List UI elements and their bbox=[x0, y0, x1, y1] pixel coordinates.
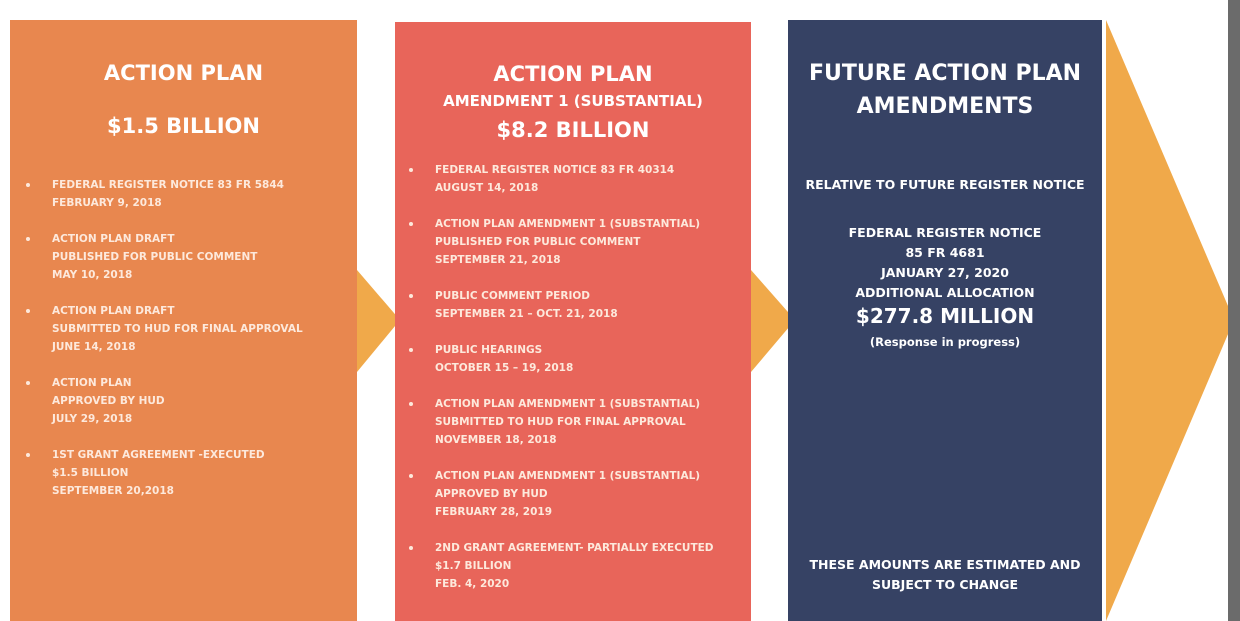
text-line: FEBRUARY 9, 2018 bbox=[52, 197, 162, 209]
text-line: JUNE 14, 2018 bbox=[52, 341, 136, 353]
panel-amount: $8.2 BILLION bbox=[496, 118, 650, 142]
text-line: SUBJECT TO CHANGE bbox=[872, 577, 1018, 592]
bullet-item: ACTION PLAN DRAFT PUBLISHED FOR PUBLIC CO… bbox=[26, 230, 303, 284]
bullet-item: 2ND GRANT AGREEMENT- PARTIALLY EXECUTED $… bbox=[409, 539, 714, 593]
text-line: SEPTEMBER 20,2018 bbox=[52, 485, 174, 497]
arrow bbox=[751, 270, 795, 372]
text-line: MAY 10, 2018 bbox=[52, 269, 133, 281]
text-line: NOVEMBER 18, 2018 bbox=[435, 434, 557, 446]
text-line: ACTION PLAN bbox=[52, 377, 132, 389]
bullet-item: ACTION PLAN AMENDMENT 1 (SUBSTANTIAL) PUB… bbox=[409, 215, 714, 269]
bullet-item: FEDERAL REGISTER NOTICE 83 FR 5844 FEBRUA… bbox=[26, 176, 303, 212]
text-line: SEPTEMBER 21 – OCT. 21, 2018 bbox=[435, 308, 618, 320]
bullet-list: FEDERAL REGISTER NOTICE 83 FR 5844 FEBRUA… bbox=[26, 176, 303, 518]
text-line: THESE AMOUNTS ARE ESTIMATED AND bbox=[809, 557, 1081, 572]
text-line: $1.5 BILLION bbox=[52, 467, 129, 479]
disclaimer: THESE AMOUNTS ARE ESTIMATED AND SUBJECT T… bbox=[788, 555, 1102, 595]
panel: ACTION PLAN $1.5 BILLION FEDERAL REGISTE… bbox=[10, 20, 357, 621]
arrow bbox=[357, 270, 400, 372]
bullet-item: FEDERAL REGISTER NOTICE 83 FR 40314 AUGUS… bbox=[409, 161, 714, 197]
panel-subtitle: AMENDMENT 1 (SUBSTANTIAL) bbox=[443, 92, 703, 110]
text-line: SUBMITTED TO HUD FOR FINAL APPROVAL bbox=[435, 416, 686, 428]
bullet-item: PUBLIC COMMENT PERIOD SEPTEMBER 21 – OCT.… bbox=[409, 287, 714, 323]
bullet-item: PUBLIC HEARINGS OCTOBER 15 – 19, 2018 bbox=[409, 341, 714, 377]
notice: FEDERAL REGISTER NOTICE 85 FR 4681 JANUARY… bbox=[788, 223, 1102, 303]
text-line: SEPTEMBER 21, 2018 bbox=[435, 254, 561, 266]
bullet-item: ACTION PLAN APPROVED BY HUD JULY 29, 2018 bbox=[26, 374, 303, 428]
bullet-item: 1ST GRANT AGREEMENT -EXECUTED $1.5 BILLIO… bbox=[26, 446, 303, 500]
text-line: FUTURE ACTION PLAN bbox=[808, 61, 1082, 86]
panel-amount: $1.5 BILLION bbox=[107, 114, 260, 138]
text-line: ADDITIONAL ALLOCATION bbox=[855, 285, 1035, 300]
note: RELATIVE TO FUTURE REGISTER NOTICE bbox=[805, 177, 1085, 192]
text-line: 1ST GRANT AGREEMENT -EXECUTED bbox=[52, 449, 265, 461]
bullet-item: ACTION PLAN AMENDMENT 1 (SUBSTANTIAL) SUB… bbox=[409, 395, 714, 449]
text-line: AMENDMENTS bbox=[856, 94, 1034, 119]
text-line: PUBLIC HEARINGS bbox=[435, 344, 543, 356]
text-line: ACTION PLAN DRAFT bbox=[52, 233, 175, 245]
edge-bar bbox=[1228, 0, 1240, 621]
text-line: $1.7 BILLION bbox=[435, 560, 512, 572]
text-line: SUBMITTED TO HUD FOR FINAL APPROVAL bbox=[52, 323, 303, 335]
bullet-list: FEDERAL REGISTER NOTICE 83 FR 40314 AUGUS… bbox=[409, 161, 714, 611]
status: (Response in progress) bbox=[869, 335, 1021, 349]
text-line: FEDERAL REGISTER NOTICE 83 FR 40314 bbox=[435, 164, 675, 176]
text-line: OCTOBER 15 – 19, 2018 bbox=[435, 362, 574, 374]
text-line: FEDERAL REGISTER NOTICE bbox=[848, 225, 1042, 240]
bullet-item: ACTION PLAN AMENDMENT 1 (SUBSTANTIAL) APP… bbox=[409, 467, 714, 521]
panel-title: FUTURE ACTION PLAN AMENDMENTS bbox=[788, 57, 1102, 123]
text-line: JULY 29, 2018 bbox=[52, 413, 133, 425]
text-line: ACTION PLAN AMENDMENT 1 (SUBSTANTIAL) bbox=[435, 398, 701, 410]
text-line: 85 FR 4681 bbox=[905, 245, 985, 260]
text-line: ACTION PLAN AMENDMENT 1 (SUBSTANTIAL) bbox=[435, 218, 701, 230]
panel-title: ACTION PLAN bbox=[493, 62, 653, 86]
text-line: ACTION PLAN AMENDMENT 1 (SUBSTANTIAL) bbox=[435, 470, 701, 482]
text-line: FEBRUARY 28, 2019 bbox=[435, 506, 553, 518]
text-line: AUGUST 14, 2018 bbox=[435, 182, 539, 194]
text-line: ACTION PLAN DRAFT bbox=[52, 305, 175, 317]
text-line: FEDERAL REGISTER NOTICE 83 FR 5844 bbox=[52, 179, 284, 191]
bullet-item: ACTION PLAN DRAFT SUBMITTED TO HUD FOR FI… bbox=[26, 302, 303, 356]
text-line: PUBLISHED FOR PUBLIC COMMENT bbox=[435, 236, 641, 248]
arrow bbox=[1106, 20, 1234, 621]
text-line: APPROVED BY HUD bbox=[52, 395, 165, 407]
text-line: PUBLISHED FOR PUBLIC COMMENT bbox=[52, 251, 258, 263]
panel-title: ACTION PLAN bbox=[103, 61, 264, 85]
panel: ACTION PLAN AMENDMENT 1 (SUBSTANTIAL) $8… bbox=[395, 22, 751, 621]
text-line: APPROVED BY HUD bbox=[435, 488, 548, 500]
text-line: FEB. 4, 2020 bbox=[435, 578, 510, 590]
text-line: PUBLIC COMMENT PERIOD bbox=[435, 290, 590, 302]
panel-amount: $277.8 MILLION bbox=[855, 304, 1035, 328]
text-line: 2ND GRANT AGREEMENT- PARTIALLY EXECUTED bbox=[435, 542, 714, 554]
panel: FUTURE ACTION PLAN AMENDMENTS RELATIVE TO… bbox=[788, 20, 1102, 621]
text-line: JANUARY 27, 2020 bbox=[881, 265, 1009, 280]
